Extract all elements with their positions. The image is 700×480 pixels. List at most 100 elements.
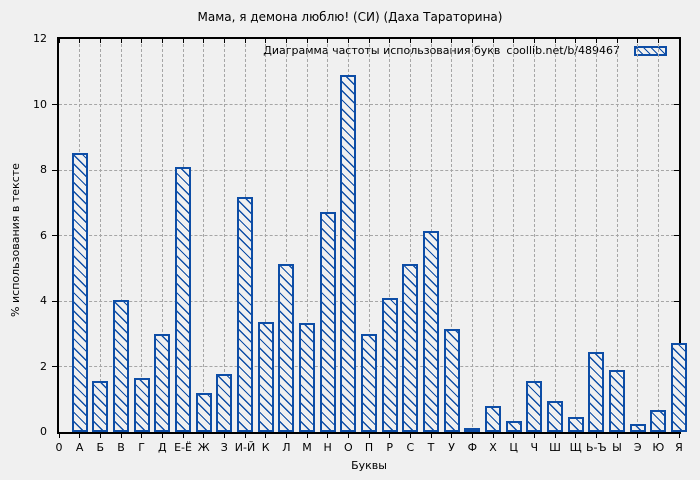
- x-axis-tick: [575, 434, 577, 438]
- x-axis-tick-mirror: [141, 39, 143, 43]
- y-axis-tick-mirror: [674, 235, 679, 236]
- x-tick-label: Т: [427, 441, 435, 454]
- grid-line-v: [265, 39, 267, 432]
- bar: [361, 333, 377, 432]
- x-axis-tick-mirror: [306, 39, 308, 43]
- y-axis-tick: [52, 104, 57, 105]
- x-tick-label: У: [448, 441, 455, 454]
- x-tick-label: Ч: [530, 441, 539, 454]
- bar: [650, 410, 667, 432]
- bar: [237, 196, 253, 432]
- grid-line-v: [161, 39, 163, 432]
- y-tick-label: 4: [40, 294, 47, 307]
- bar: [629, 423, 646, 432]
- legend-text: Диаграмма частоты использования букв cool…: [263, 44, 620, 57]
- grid-line-v: [637, 39, 639, 432]
- x-axis-tick: [203, 434, 205, 438]
- grid-line-v: [223, 39, 225, 432]
- x-axis-tick: [471, 434, 473, 438]
- grid-line-v: [368, 39, 370, 432]
- x-axis-tick: [182, 434, 184, 438]
- x-axis-tick-mirror: [244, 39, 246, 43]
- bar: [113, 300, 129, 432]
- x-axis-tick-mirror: [203, 39, 205, 43]
- y-tick-label: 10: [33, 97, 47, 111]
- x-axis-tick: [368, 434, 370, 438]
- grid-line-v: [285, 39, 287, 432]
- x-axis-tick-mirror: [430, 39, 432, 43]
- bar: [133, 378, 150, 432]
- x-tick-label: 0: [55, 441, 63, 454]
- bar: [443, 328, 460, 432]
- grid-line-v: [99, 39, 101, 432]
- x-tick-label: Ю: [652, 441, 665, 454]
- x-axis-tick: [58, 434, 60, 438]
- y-tick-label: 0: [40, 425, 47, 438]
- x-axis-tick: [285, 434, 287, 438]
- x-tick-label: И-Й: [234, 441, 256, 454]
- grid-line-v: [120, 39, 122, 432]
- bar: [588, 352, 605, 432]
- x-axis-tick: [120, 434, 122, 438]
- x-axis-tick-mirror: [554, 39, 556, 43]
- x-tick-label: Е-Ё: [174, 441, 192, 454]
- x-axis-tick-mirror: [120, 39, 122, 43]
- grid-line-v: [616, 39, 618, 432]
- grid-line-v: [471, 39, 473, 432]
- x-tick-label: Г: [138, 441, 146, 454]
- x-axis-tick: [533, 434, 535, 438]
- x-tick-label: З: [220, 441, 228, 454]
- bar: [175, 167, 191, 432]
- x-tick-label: Д: [158, 441, 167, 454]
- bar: [671, 342, 687, 432]
- grid-line-v: [306, 39, 308, 432]
- y-tick-label: 8: [40, 163, 47, 176]
- bar: [485, 406, 501, 432]
- x-tick-label: А: [75, 441, 84, 454]
- legend-label: Диаграмма частоты использования букв: [263, 44, 501, 57]
- bar: [567, 416, 584, 432]
- x-axis-tick-mirror: [285, 39, 287, 43]
- y-tick-label: 2: [40, 359, 47, 373]
- x-axis-tick: [616, 434, 618, 438]
- bar: [609, 370, 625, 432]
- bar: [340, 74, 357, 432]
- x-axis-tick: [265, 434, 267, 438]
- x-axis-tick-mirror: [595, 39, 597, 43]
- x-axis-tick: [451, 434, 453, 438]
- x-axis-tick-mirror: [368, 39, 370, 43]
- y-axis-tick: [52, 169, 57, 171]
- x-axis-tick: [347, 434, 349, 438]
- x-tick-label: Ж: [197, 441, 210, 454]
- x-tick-label: К: [261, 441, 270, 454]
- legend-swatch-icon: [634, 45, 667, 56]
- bar: [71, 152, 88, 432]
- x-axis-tick: [554, 434, 556, 438]
- bar: [319, 211, 336, 432]
- x-axis-tick-mirror: [79, 39, 81, 43]
- x-axis-tick-mirror: [533, 39, 535, 43]
- x-axis-tick-mirror: [265, 39, 267, 43]
- grid-line-v: [513, 39, 515, 432]
- x-axis-tick-mirror: [471, 39, 473, 43]
- bar: [92, 380, 109, 432]
- chart-title: Мама, я демона люблю! (СИ) (Даха Таратор…: [197, 10, 503, 24]
- bar: [257, 322, 274, 432]
- y-axis-tick-mirror: [674, 300, 679, 302]
- y-axis-tick: [52, 300, 57, 302]
- x-axis-tick-mirror: [637, 39, 639, 43]
- x-axis-tick-mirror: [513, 39, 515, 43]
- x-axis-tick-mirror: [58, 39, 60, 43]
- x-axis-tick: [99, 434, 101, 438]
- y-tick-label: 12: [33, 32, 47, 45]
- grid-line-v: [451, 39, 453, 432]
- x-axis-tick-mirror: [409, 39, 411, 43]
- grid-line-v: [141, 39, 143, 432]
- x-axis-tick-mirror: [161, 39, 163, 43]
- grid-line-v: [533, 39, 535, 432]
- bar: [381, 297, 398, 432]
- x-axis-tick-mirror: [451, 39, 453, 43]
- plot-area: Диаграмма частоты использования букв cool…: [52, 37, 687, 438]
- x-axis-tick: [79, 434, 81, 438]
